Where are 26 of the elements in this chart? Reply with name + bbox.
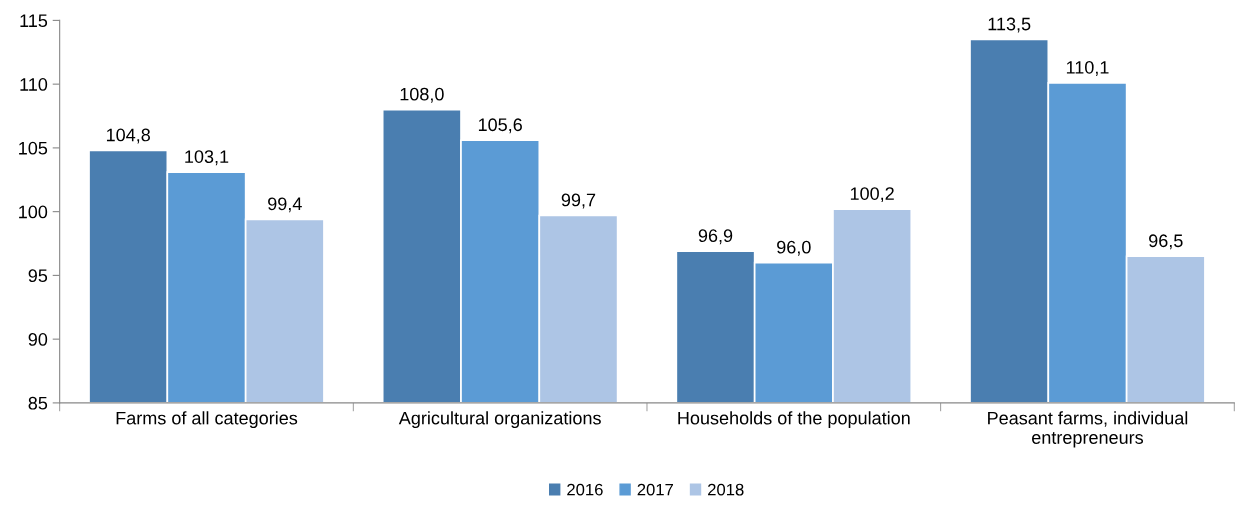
- y-tick-label: 90: [28, 333, 48, 346]
- legend-label: 2017: [637, 483, 674, 496]
- y-tick-label: 95: [28, 269, 48, 283]
- data-label: 105,6: [478, 118, 522, 134]
- data-label: 113,5: [988, 17, 1031, 33]
- x-tick-label: Farms of all categories: [116, 411, 298, 429]
- data-label: 100,2: [850, 187, 894, 203]
- data-label: 99,7: [561, 193, 596, 209]
- y-tick-label: 115: [20, 14, 48, 28]
- data-label: 108,0: [400, 87, 444, 103]
- data-label: 96,0: [777, 240, 811, 256]
- legend-label: 2016: [567, 483, 603, 496]
- data-label: 99,4: [268, 197, 302, 213]
- data-label: 103,1: [185, 150, 229, 166]
- data-label: 96,5: [1149, 234, 1183, 250]
- x-tick-label: Peasant farms, individual entrepreneurs: [988, 411, 1188, 448]
- x-tick-label: Households of the population: [678, 411, 910, 429]
- data-label: 110,1: [1066, 60, 1109, 76]
- data-label: 104,8: [106, 128, 150, 144]
- data-label: 96,9: [698, 229, 733, 245]
- y-tick-label: 100: [19, 205, 48, 219]
- y-tick-label: 110: [20, 78, 48, 91]
- x-tick-label: Agricultural organizations: [398, 411, 601, 429]
- legend-label: 2018: [708, 483, 744, 496]
- y-tick-label: 105: [19, 141, 48, 155]
- y-tick-label: 85: [28, 396, 48, 410]
